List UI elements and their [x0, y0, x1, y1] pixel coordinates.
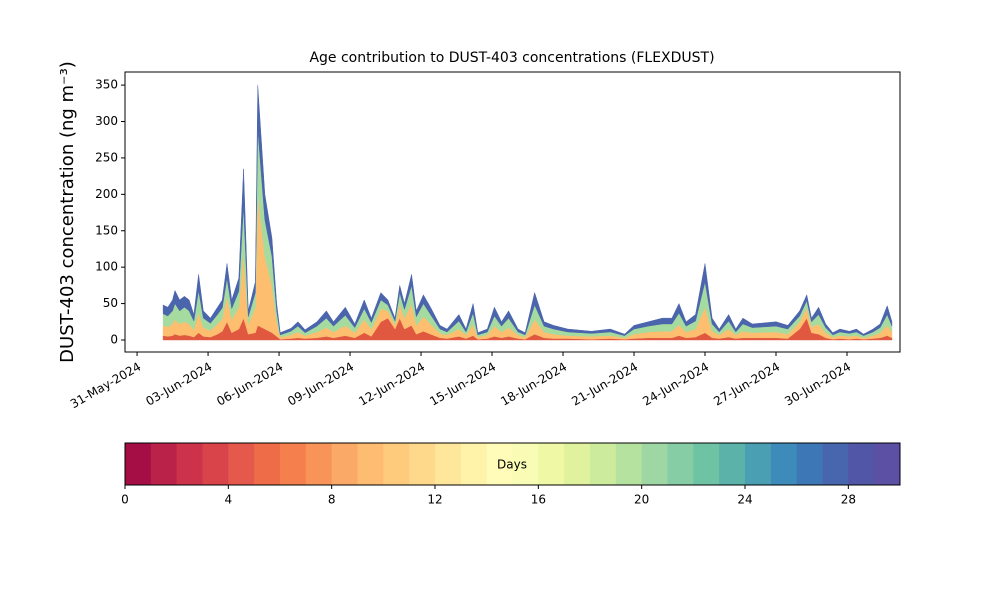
colorbar-tick-label: 28: [841, 493, 856, 507]
colorbar-frame: [124, 442, 901, 486]
y-tick-label: 200: [95, 187, 118, 201]
colorbar-swatch: [435, 443, 462, 485]
colorbar-swatch: [486, 443, 513, 485]
x-tick-label: 21-Jun-2024: [569, 360, 640, 409]
colorbar-swatch: [796, 443, 823, 485]
colorbar-swatch: [874, 443, 901, 485]
plot-frame: [124, 71, 901, 353]
colorbar-tick-label: 8: [328, 493, 336, 507]
colorbar-tick-label: 4: [225, 493, 233, 507]
colorbar-swatch: [590, 443, 617, 485]
y-axis-label: DUST-403 concentration (ng m⁻³): [57, 61, 78, 363]
colorbar-tick-label: 24: [737, 493, 752, 507]
y-tick-label: 250: [95, 150, 118, 164]
x-tick-label: 31-May-2024: [68, 360, 143, 412]
colorbar-swatch: [383, 443, 410, 485]
x-tick-label: 03-Jun-2024: [143, 360, 214, 409]
x-tick-label: 30-Jun-2024: [782, 360, 853, 409]
colorbar-swatch: [125, 443, 152, 485]
colorbar-swatch: [150, 443, 178, 485]
x-tick-label: 09-Jun-2024: [285, 360, 356, 409]
y-tick-label: 300: [95, 114, 118, 128]
colorbar-tick-label: 20: [634, 493, 649, 507]
colorbar-swatch: [176, 443, 203, 485]
colorbar-swatch: [202, 443, 229, 485]
colorbar-swatch: [719, 443, 746, 485]
colorbar-tick-label: 12: [427, 493, 442, 507]
colorbar-swatch: [770, 443, 798, 485]
x-tick-label: 27-Jun-2024: [711, 360, 782, 409]
chart-title: Age contribution to DUST-403 concentrati…: [309, 50, 714, 66]
colorbar-label: Days: [497, 458, 527, 472]
colorbar-swatch: [357, 443, 384, 485]
colorbar: [125, 443, 901, 485]
colorbar-swatch: [254, 443, 281, 485]
colorbar-swatch: [641, 443, 668, 485]
colorbar-swatch: [848, 443, 875, 485]
colorbar-swatch: [460, 443, 488, 485]
colorbar-tick-label: 0: [121, 493, 129, 507]
x-tick-label: 15-Jun-2024: [427, 360, 498, 409]
colorbar-swatch: [667, 443, 694, 485]
y-tick-label: 50: [103, 296, 118, 310]
colorbar-swatch: [822, 443, 849, 485]
colorbar-swatch: [745, 443, 772, 485]
y-tick-label: 150: [95, 223, 118, 237]
x-tick-label: 24-Jun-2024: [640, 360, 711, 409]
x-tick-label: 06-Jun-2024: [214, 360, 285, 409]
colorbar-swatch: [228, 443, 255, 485]
plot-area: [162, 85, 893, 341]
area-layer: [162, 85, 893, 336]
colorbar-swatch: [693, 443, 720, 485]
colorbar-swatch: [512, 443, 539, 485]
colorbar-swatch: [331, 443, 358, 485]
y-tick-label: 350: [95, 78, 118, 92]
y-tick-label: 100: [95, 260, 118, 274]
colorbar-swatch: [280, 443, 307, 485]
colorbar-swatch: [409, 443, 436, 485]
x-tick-label: 18-Jun-2024: [498, 360, 569, 409]
colorbar-swatch: [538, 443, 565, 485]
colorbar-swatch: [615, 443, 643, 485]
y-tick-label: 0: [110, 332, 118, 346]
x-tick-label: 12-Jun-2024: [356, 360, 427, 409]
colorbar-swatch: [305, 443, 333, 485]
colorbar-swatch: [564, 443, 591, 485]
colorbar-tick-label: 16: [531, 493, 546, 507]
